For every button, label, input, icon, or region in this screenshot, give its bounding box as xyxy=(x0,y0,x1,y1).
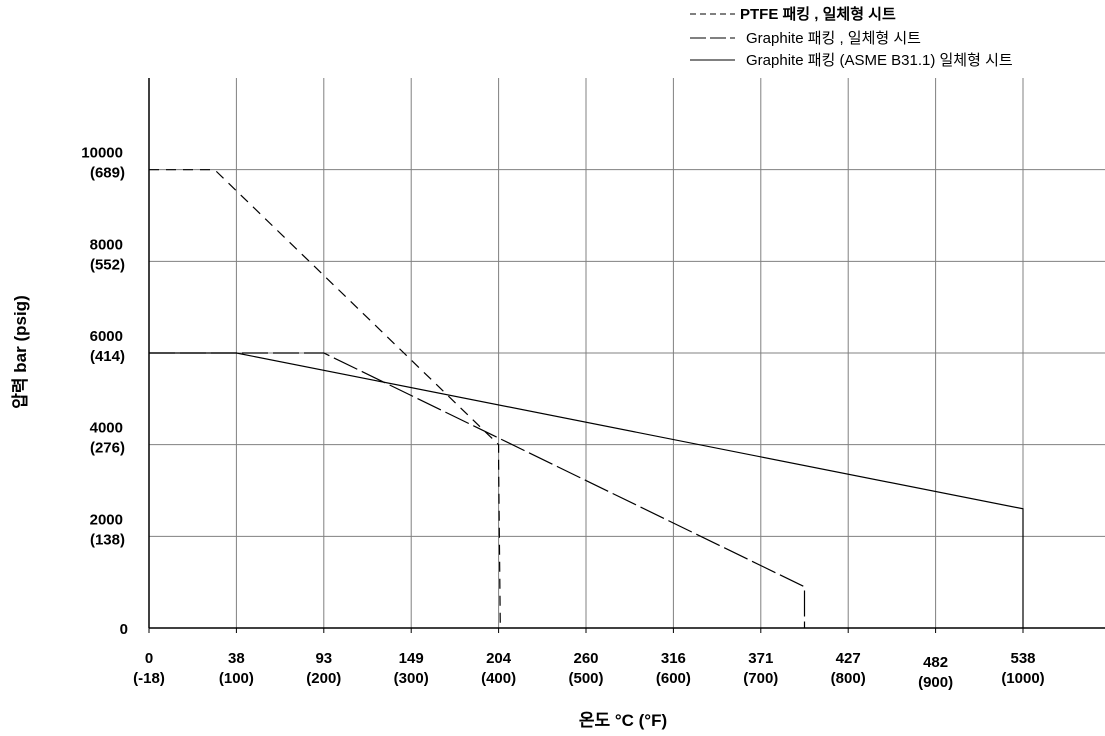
y-tick-sublabel: (552) xyxy=(90,256,125,273)
legend-label-ptfe: PTFE 패킹 , 일체형 시트 xyxy=(740,5,896,23)
x-tick-sublabel: (700) xyxy=(743,670,778,687)
y-tick-label: 8000 xyxy=(90,236,123,253)
x-tick-label: 482 xyxy=(923,654,948,671)
y-axis-tick-labels: 0 2000 (138) 4000 (276) 6000 (414) 8000 (552) 100… xyxy=(81,145,128,638)
x-tick-sublabel: (100) xyxy=(219,670,254,687)
x-tick-sublabel: (300) xyxy=(394,670,429,687)
x-tick-sublabel: (800) xyxy=(831,670,866,687)
x-tick-label: 0 xyxy=(145,650,153,667)
x-tick-label: 149 xyxy=(399,650,424,667)
axes xyxy=(148,78,1105,633)
y-tick-label: 10000 xyxy=(81,145,123,162)
x-tick-sublabel: (400) xyxy=(481,670,516,687)
y-tick-label: 0 xyxy=(120,621,128,638)
y-tick-sublabel: (414) xyxy=(90,348,125,365)
x-axis-title: 온도 °C (°F) xyxy=(579,711,667,730)
series-line-ptfe xyxy=(149,169,501,629)
x-tick-label: 316 xyxy=(661,650,686,667)
y-tick-label: 6000 xyxy=(90,328,123,345)
y-tick-sublabel: (276) xyxy=(90,440,125,457)
y-tick-sublabel: (689) xyxy=(90,165,125,182)
x-tick-label: 371 xyxy=(748,650,773,667)
x-tick-sublabel: (200) xyxy=(306,670,341,687)
series-line-graphite-asme xyxy=(149,352,1024,628)
x-tick-sublabel: (600) xyxy=(656,670,691,687)
y-tick-label: 4000 xyxy=(90,420,123,437)
data-series xyxy=(149,169,1024,629)
y-tick-sublabel: (138) xyxy=(90,531,125,548)
legend: PTFE 패킹 , 일체형 시트 Graphite 패킹 , 일체형 시트 Gr… xyxy=(690,5,1013,69)
legend-label-graphite-asme: Graphite 패킹 (ASME B31.1) 일체형 시트 xyxy=(746,52,1013,69)
x-tick-sublabel: (1000) xyxy=(1001,670,1044,687)
x-tick-label: 427 xyxy=(836,650,861,667)
y-axis-title: 압력 bar (psig) xyxy=(10,295,30,408)
x-tick-sublabel: (-18) xyxy=(133,670,165,687)
x-tick-label: 93 xyxy=(315,650,332,667)
x-tick-label: 38 xyxy=(228,650,245,667)
grid-lines xyxy=(149,78,1105,628)
x-tick-label: 204 xyxy=(486,650,512,667)
series-line-graphite xyxy=(149,352,806,628)
x-tick-label: 260 xyxy=(573,650,598,667)
y-tick-label: 2000 xyxy=(90,511,123,528)
x-tick-sublabel: (500) xyxy=(568,670,603,687)
x-tick-sublabel: (900) xyxy=(918,674,953,691)
legend-label-graphite: Graphite 패킹 , 일체형 시트 xyxy=(746,30,921,47)
x-axis-tick-labels: 0 (-18) 38 (100) 93 (200) 149 (300) 204 (400) 260 (… xyxy=(133,650,1045,691)
x-tick-label: 538 xyxy=(1010,650,1035,667)
